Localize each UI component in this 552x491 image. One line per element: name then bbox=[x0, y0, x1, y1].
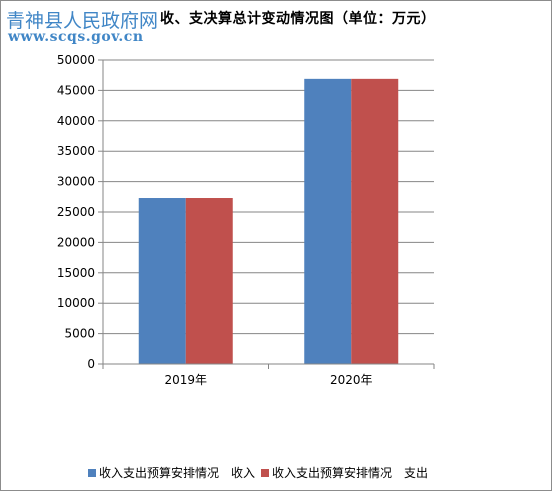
y-tick-label: 10000 bbox=[57, 296, 95, 310]
bar-expense bbox=[351, 78, 399, 365]
bars bbox=[138, 78, 399, 365]
y-tick-label: 20000 bbox=[57, 235, 95, 249]
x-tick-label: 2019年 bbox=[164, 373, 207, 387]
x-tick-label: 2020年 bbox=[330, 373, 373, 387]
y-tick-label: 15000 bbox=[57, 266, 95, 280]
legend-item-expense: 收入支出预算安排情况 支出 bbox=[261, 464, 428, 481]
bar-income bbox=[304, 78, 352, 365]
legend-label-expense: 收入支出预算安排情况 支出 bbox=[272, 466, 429, 480]
axes bbox=[98, 59, 435, 369]
y-tick-label: 35000 bbox=[57, 144, 95, 158]
y-tick-label: 50000 bbox=[57, 53, 95, 67]
x-tick-labels: 2019年 2020年 bbox=[164, 373, 372, 387]
y-tick-label: 0 bbox=[87, 357, 95, 371]
chart-title: 收、支决算总计变动情况图（单位：万元） bbox=[160, 11, 436, 27]
y-tick-labels: 0 5000 10000 15000 20000 25000 30000 35000 40000… bbox=[57, 53, 95, 371]
legend-swatch-income bbox=[88, 468, 96, 477]
bar-expense bbox=[185, 198, 233, 364]
legend: 收入支出预算安排情况 收入 收入支出预算安排情况 支出 bbox=[88, 464, 428, 481]
y-tick-label: 40000 bbox=[57, 114, 95, 128]
legend-item-income: 收入支出预算安排情况 收入 bbox=[88, 464, 255, 481]
legend-label-income: 收入支出预算安排情况 收入 bbox=[99, 466, 256, 480]
y-tick-label: 5000 bbox=[64, 327, 95, 341]
bar-income bbox=[138, 198, 186, 364]
y-tick-label: 25000 bbox=[57, 205, 95, 219]
y-tick-label: 45000 bbox=[57, 83, 95, 97]
watermark-site-name: 青神县人民政府网 bbox=[6, 10, 159, 32]
watermark-site-url: www.scqs.gov.cn bbox=[8, 29, 144, 45]
y-tick-label: 30000 bbox=[57, 175, 95, 189]
legend-swatch-expense bbox=[261, 468, 270, 477]
